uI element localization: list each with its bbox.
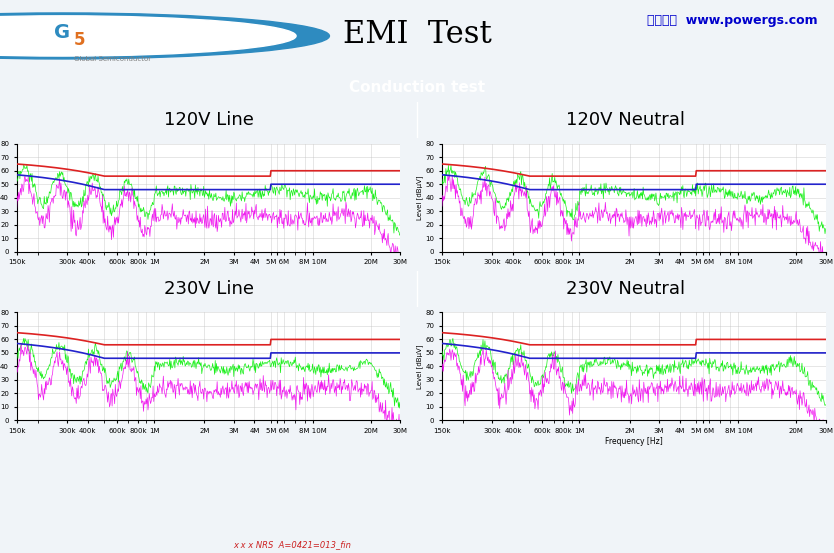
Text: Global Semiconductor: Global Semiconductor	[74, 56, 151, 62]
Y-axis label: Level [dBµV]: Level [dBµV]	[416, 175, 423, 220]
Circle shape	[0, 13, 329, 59]
Text: EMI  Test: EMI Test	[343, 19, 491, 50]
Circle shape	[0, 16, 296, 56]
Text: x x x NRS  A=0421=013_fin: x x x NRS A=0421=013_fin	[233, 540, 351, 549]
Text: Conduction test: Conduction test	[349, 80, 485, 95]
Text: 120V Line: 120V Line	[163, 111, 254, 129]
Text: 5: 5	[73, 30, 85, 49]
Text: 230V Neutral: 230V Neutral	[566, 280, 685, 298]
X-axis label: Frequency [Hz]: Frequency [Hz]	[605, 437, 663, 446]
Text: G: G	[54, 23, 71, 42]
Y-axis label: Level [dBµV]: Level [dBµV]	[416, 344, 423, 389]
Text: 港晶电子  www.powergs.com: 港晶电子 www.powergs.com	[646, 14, 817, 27]
Text: 120V Neutral: 120V Neutral	[566, 111, 685, 129]
Text: 230V Line: 230V Line	[163, 280, 254, 298]
